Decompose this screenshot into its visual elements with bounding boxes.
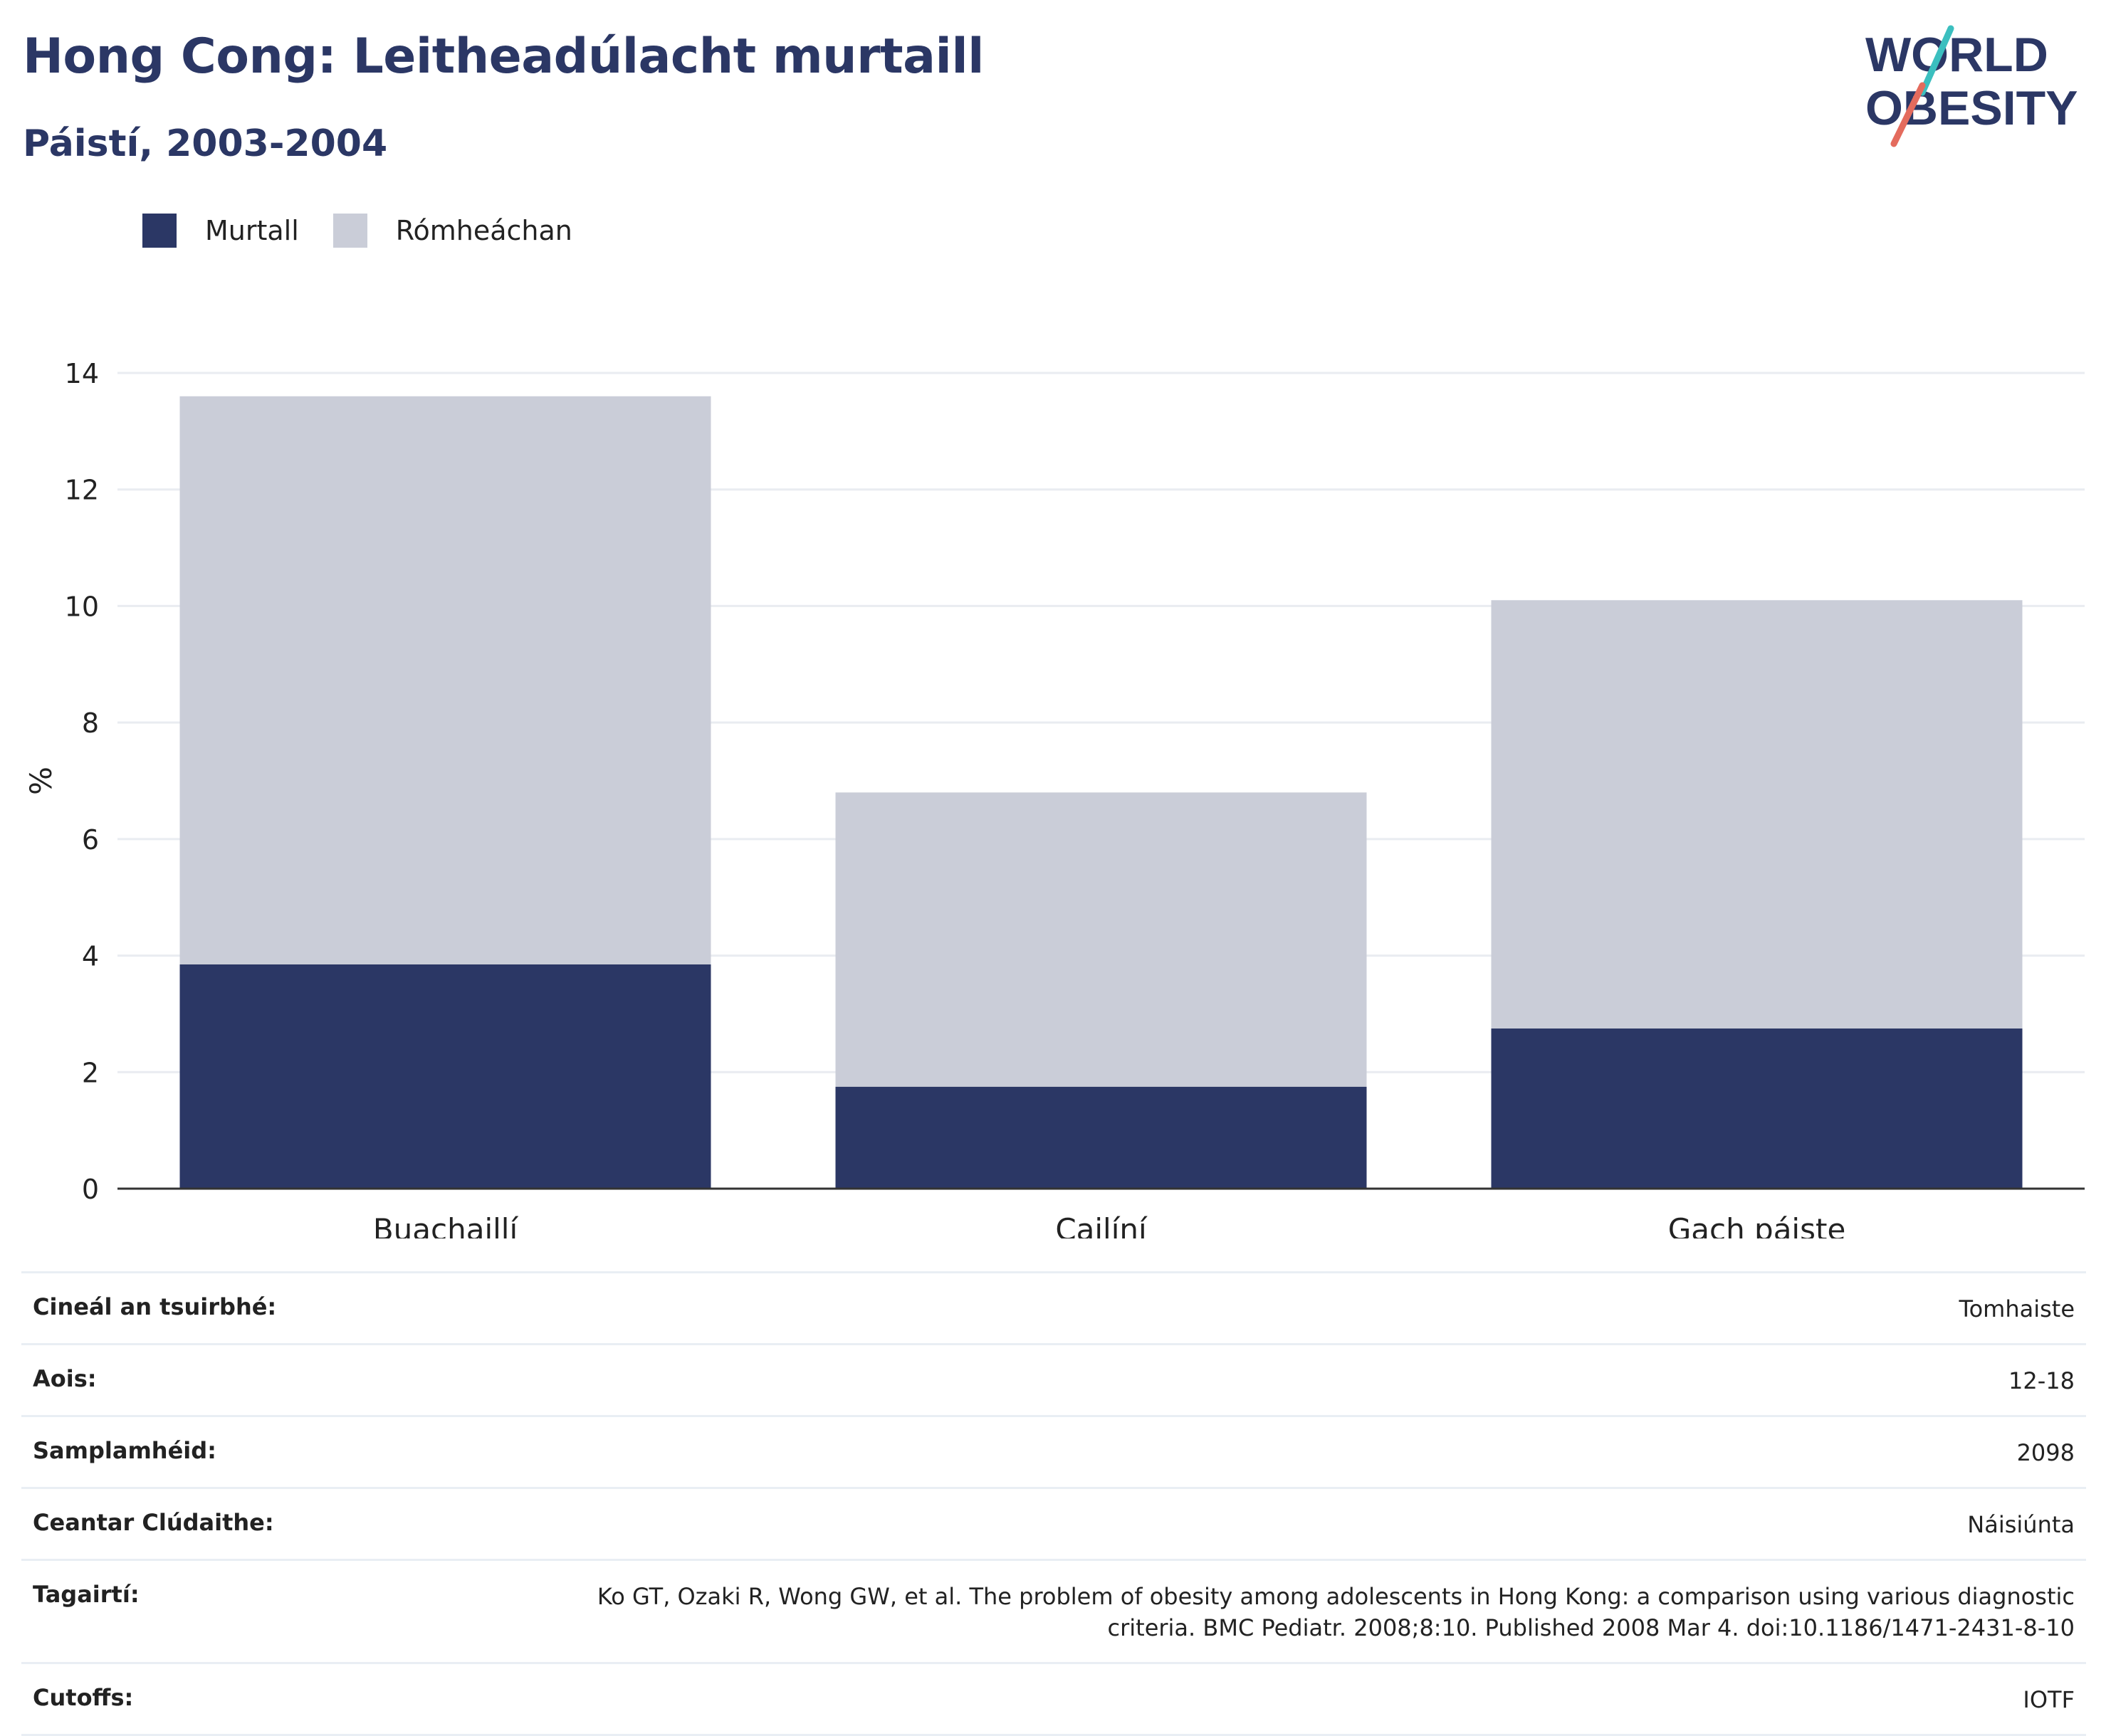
survey-details-table: Cineál an tsuirbhé: Tomhaiste Aois: 12-1… [21, 1271, 2086, 1736]
legend-swatch-overweight [332, 214, 367, 248]
x-tick-label: Buachaillí [373, 1212, 519, 1238]
legend-label-obese: Murtall [205, 215, 299, 246]
y-tick-label: 8 [82, 707, 99, 739]
details-row-references: Tagairtí: Ko GT, Ozaki R, Wong GW, et al… [21, 1559, 2086, 1662]
details-label: Aois: [33, 1365, 97, 1392]
logo-text-obesity: OBESITY [1865, 81, 2078, 135]
chart-subtitle: Páistí, 2003-2004 [23, 122, 388, 165]
chart-title: Hong Cong: Leitheadúlacht murtaill [23, 28, 984, 85]
x-tick-label: Cailíní [1055, 1212, 1148, 1238]
details-label: Ceantar Clúdaithe: [33, 1509, 274, 1536]
legend-swatch-obese [142, 214, 177, 248]
details-row-age: Aois: 12-18 [21, 1343, 2086, 1415]
legend-label-overweight: Rómheáchan [395, 215, 572, 246]
details-label: Cutoffs: [33, 1684, 134, 1711]
bar-chart: 0 2 4 6 8 10 12 14% Buachaillí Cailíní Gach páiste [23, 358, 2085, 1238]
legend-item-obese: Murtall [142, 214, 299, 248]
details-value: 12-18 [2008, 1367, 2075, 1394]
details-row-sample-size: Samplamhéid: 2098 [21, 1415, 2086, 1487]
details-row-area-covered: Ceantar Clúdaithe: Náisiúnta [21, 1487, 2086, 1559]
details-label: Cineál an tsuirbhé: [33, 1293, 277, 1320]
legend-item-overweight: Rómheáchan [332, 214, 572, 248]
y-tick-label: 2 [82, 1057, 99, 1088]
y-tick-label: 12 [65, 475, 99, 506]
y-tick-label: 6 [82, 824, 99, 856]
logo-slash-bottom [1890, 82, 1926, 147]
bar-obese [1491, 1028, 2023, 1189]
bar-overweight [1491, 600, 2023, 1029]
world-obesity-logo: WORLD OBESITY [1865, 25, 2078, 147]
details-row-survey-type: Cineál an tsuirbhé: Tomhaiste [21, 1271, 2086, 1343]
y-tick-label: 4 [82, 941, 99, 972]
chart-legend: Murtall Rómheáchan [142, 211, 607, 251]
details-value: 2098 [2016, 1439, 2075, 1466]
details-value: IOTF [2023, 1686, 2075, 1713]
x-tick-label: Gach páiste [1668, 1212, 1846, 1238]
bar-overweight [835, 792, 1367, 1087]
y-axis-label: % [23, 767, 58, 795]
details-row-cutoffs: Cutoffs: IOTF [21, 1662, 2086, 1736]
y-tick-label: 0 [82, 1174, 99, 1205]
logo-slash-top [1919, 25, 1954, 96]
details-value: Tomhaiste [1959, 1295, 2075, 1322]
details-label: Tagairtí: [33, 1581, 140, 1608]
details-value: Ko GT, Ozaki R, Wong GW, et al. The prob… [597, 1583, 2075, 1641]
details-value: Náisiúnta [1967, 1511, 2075, 1538]
y-tick-label: 10 [65, 591, 99, 622]
logo-text-world: WORLD [1865, 28, 2048, 82]
bar-obese [179, 964, 711, 1189]
bar-overweight [179, 396, 711, 964]
y-tick-label: 14 [65, 358, 99, 389]
details-label: Samplamhéid: [33, 1437, 216, 1464]
bar-obese [835, 1086, 1367, 1189]
